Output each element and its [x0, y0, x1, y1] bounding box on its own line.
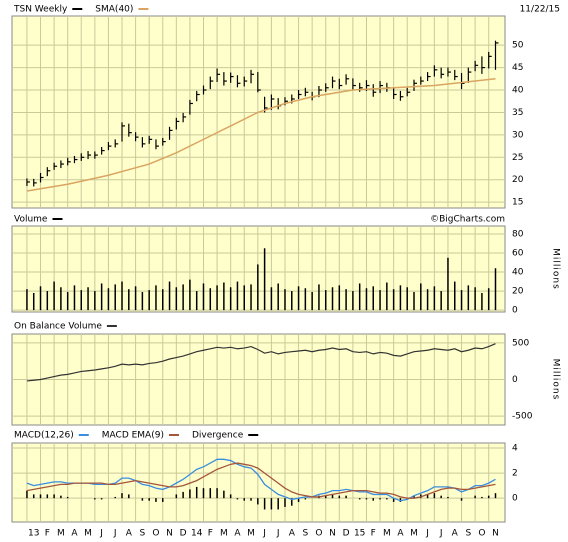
- y-tick-label: 500: [512, 338, 529, 348]
- legend-label: SMA(40): [95, 5, 133, 15]
- y-axis-label: Millions: [551, 359, 561, 401]
- macd-line: [26, 462, 496, 499]
- x-tick-label: J: [262, 529, 266, 539]
- x-tick-label: J: [113, 529, 117, 539]
- x-tick-label: D: [343, 529, 350, 539]
- y-tick-label: 0: [512, 306, 518, 316]
- x-tick-label: 13: [28, 529, 39, 539]
- legend-label: TSN Weekly: [13, 5, 68, 15]
- y-tick-label: 50: [512, 41, 524, 51]
- obv-line: [26, 343, 496, 382]
- legend-label: Volume: [14, 215, 48, 225]
- y-tick-label: 40: [512, 268, 524, 278]
- x-tick-label: J: [425, 529, 429, 539]
- x-tick-label: N: [492, 529, 499, 539]
- x-tick-label: M: [220, 529, 228, 539]
- x-tick-label: A: [397, 529, 404, 539]
- y-tick-label: 35: [512, 108, 523, 118]
- legend-label: Divergence: [192, 431, 244, 441]
- x-tick-label: J: [99, 529, 103, 539]
- sma-line: [26, 78, 496, 192]
- legend-label: MACD(12,26): [14, 431, 74, 441]
- x-tick-label: D: [180, 529, 187, 539]
- legend-label: On Balance Volume: [14, 322, 102, 332]
- x-tick-label: 15: [354, 529, 365, 539]
- x-tick-label: S: [465, 529, 471, 539]
- x-tick-label: N: [166, 529, 173, 539]
- y-axis-label: Millions: [551, 248, 561, 290]
- x-tick-label: M: [247, 529, 255, 539]
- y-tick-label: 80: [512, 229, 524, 239]
- x-tick-label: M: [57, 529, 65, 539]
- x-tick-label: A: [71, 529, 78, 539]
- x-tick-label: A: [234, 529, 241, 539]
- x-tick-label: J: [276, 529, 280, 539]
- x-tick-label: M: [410, 529, 418, 539]
- watermark: ©BigCharts.com: [430, 215, 505, 225]
- x-tick-label: A: [126, 529, 133, 539]
- y-tick-label: 4: [512, 444, 518, 454]
- x-tick-label: J: [439, 529, 443, 539]
- x-tick-label: F: [45, 529, 50, 539]
- x-tick-label: A: [289, 529, 296, 539]
- y-tick-label: -500: [512, 412, 533, 422]
- y-tick-label: 20: [512, 287, 524, 297]
- y-tick-label: 2: [512, 469, 518, 479]
- x-tick-label: M: [84, 529, 92, 539]
- x-tick-label: O: [315, 529, 322, 539]
- x-tick-label: 14: [191, 529, 203, 539]
- date-label: 11/22/15: [520, 5, 560, 15]
- x-tick-label: M: [383, 529, 391, 539]
- legend-label: MACD EMA(9): [102, 431, 164, 441]
- y-tick-label: 45: [512, 63, 523, 73]
- x-tick-label: A: [452, 529, 459, 539]
- x-tick-label: F: [371, 529, 376, 539]
- y-tick-label: 25: [512, 153, 523, 163]
- y-tick-label: 0: [512, 375, 518, 385]
- y-tick-label: 0: [512, 494, 518, 504]
- y-tick-label: 20: [512, 175, 524, 185]
- x-tick-label: O: [152, 529, 159, 539]
- y-tick-label: 40: [512, 86, 524, 96]
- x-tick-label: S: [302, 529, 308, 539]
- x-tick-label: N: [329, 529, 336, 539]
- x-tick-label: F: [208, 529, 213, 539]
- y-tick-label: 30: [512, 130, 524, 140]
- y-tick-label: 15: [512, 198, 523, 208]
- x-tick-label: S: [140, 529, 146, 539]
- y-tick-label: 60: [512, 249, 524, 259]
- x-tick-label: O: [478, 529, 485, 539]
